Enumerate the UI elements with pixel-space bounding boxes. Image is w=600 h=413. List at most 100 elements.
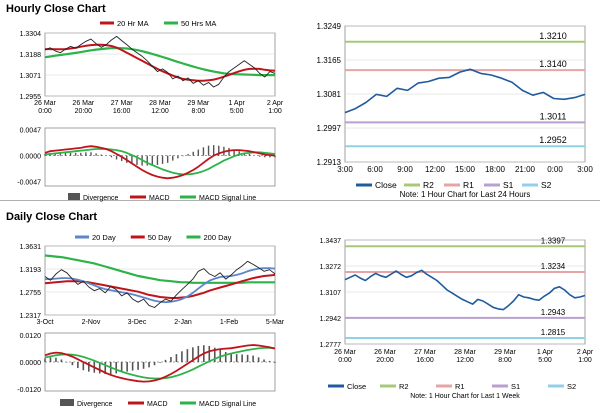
hourly-pivot-close-line [344, 68, 586, 114]
hourly-price-legend-label: 50 Hrs MA [181, 19, 216, 28]
hourly-macd-legend-swatch [68, 193, 80, 200]
hourly-price-x-tick: 1 Apr [228, 100, 245, 107]
hourly-macd-chart: 0.0047 0.0000 -0.0047 Divergence MACD MACD Si… [17, 127, 276, 202]
hourly-pivot-x-tick: 9:00 [397, 165, 413, 174]
hourly-price-x-tick: 2 Apr [267, 100, 284, 107]
daily-section-title: Daily Close Chart [6, 211, 98, 223]
daily-pivot-legend-label: R1 [455, 382, 465, 391]
daily-macd-y-tick: -0.0120 [17, 387, 41, 394]
hourly-pivot-y-tick: 1.3081 [317, 90, 342, 99]
daily-pivot-x-tick: 28 Mar [454, 349, 476, 356]
daily-price-x-tick: 5-Mar [266, 319, 285, 326]
hourly-price-y-tick: 1.3304 [20, 31, 42, 38]
hourly-pivot-y-tick: 1.2997 [317, 124, 342, 133]
hourly-pivot-r2-level-label: 1.3210 [539, 31, 567, 41]
daily-pivot-legend-label: S1 [511, 382, 520, 391]
daily-price-y-tick: 1.3631 [20, 244, 42, 251]
hourly-macd-y-tick: -0.0047 [17, 180, 41, 187]
daily-price-x-tick: 3-Dec [128, 319, 147, 326]
daily-pivot-y-tick: 1.2942 [320, 316, 342, 323]
hourly-pivot-note: Note: 1 Hour Chart for Last 24 Hours [400, 190, 531, 199]
hourly-pivot-x-tick: 21:00 [515, 165, 536, 174]
hourly-price-x-tick: 28 Mar [149, 100, 171, 107]
daily-pivot-s1-level-label: 1.2943 [541, 308, 566, 317]
hourly-price-x-tick: 12:00 [151, 108, 169, 115]
daily-pivot-close-line [344, 269, 586, 311]
section-divider [0, 200, 600, 201]
daily-pivot-x-tick: 27 Mar [414, 349, 436, 356]
hourly-price-y-tick: 1.3188 [20, 52, 42, 59]
daily-macd-y-tick: 0.0120 [20, 333, 42, 340]
hourly-macd-y-tick: 0.0000 [20, 154, 42, 161]
hourly-macd-y-tick: 0.0047 [20, 128, 42, 135]
daily-price-x-tick: 3-Oct [36, 319, 53, 326]
daily-pivot-x-tick: 29 Mar [494, 349, 516, 356]
hourly-macd-legend-label: MACD [149, 195, 170, 202]
hourly-price-x-tick: 5:00 [230, 108, 244, 115]
hourly-pivot-legend-label: S2 [541, 180, 552, 190]
hourly-pivot-y-tick: 1.3165 [317, 56, 342, 65]
daily-pivot-r1-level-label: 1.3234 [541, 262, 566, 271]
hourly-price-x-tick: 1:00 [268, 108, 282, 115]
hourly-price-legend-label: 20 Hr MA [117, 19, 149, 28]
hourly-pivot-legend-label: S1 [503, 180, 514, 190]
daily-macd-chart: 0.0120 0.0000 -0.0120 Divergence MACD MACD Si… [17, 332, 276, 408]
hourly-price-x-tick: 8:00 [192, 108, 206, 115]
daily-pivot-legend-label: S2 [567, 382, 576, 391]
daily-macd-y-tick: 0.0000 [20, 360, 42, 367]
hourly-macd-signal-line [44, 148, 276, 176]
daily-pivot-y-tick: 1.3437 [320, 238, 342, 245]
daily-pivot-r2-level-label: 1.3397 [541, 236, 566, 245]
hourly-pivot-x-tick: 6:00 [367, 165, 383, 174]
hourly-price-x-tick: 26 Mar [72, 100, 94, 107]
daily-price-legend-label: 200 Day [204, 233, 232, 242]
daily-pivot-y-tick: 1.2777 [320, 342, 342, 349]
daily-pivot-legend-label: R2 [399, 382, 409, 391]
hourly-pivot-y-tick: 1.3249 [317, 22, 342, 31]
hourly-pivot-s2-level-label: 1.2952 [539, 135, 567, 145]
hourly-pivot-legend-label: Close [375, 180, 397, 190]
hourly-macd-legend-label: MACD Signal Line [199, 195, 256, 202]
daily-pivot-x-tick: 1:00 [578, 357, 592, 364]
daily-pivot-x-tick: 5:00 [538, 357, 552, 364]
daily-macd-legend-label: MACD Signal Line [199, 401, 256, 408]
daily-price-legend-label: 50 Day [148, 233, 172, 242]
daily-pivot-x-tick: 2 Apr [577, 349, 594, 356]
hourly-pivot-x-tick: 3:00 [577, 165, 593, 174]
hourly-price-x-tick: 16:00 [113, 108, 131, 115]
daily-price-y-tick: 1.3193 [20, 267, 42, 274]
daily-pivot-legend-label: Close [347, 382, 366, 391]
hourly-pivot-x-tick: 18:00 [485, 165, 506, 174]
daily-pivot-s2-level-label: 1.2815 [541, 328, 566, 337]
hourly-section-title: Hourly Close Chart [6, 3, 106, 15]
daily-price-x-tick: 2-Jan [174, 319, 192, 326]
hourly-price-y-tick: 1.2955 [20, 94, 42, 101]
daily-pivot-note: Note: 1 Hour Chart for Last 1 Week [410, 393, 520, 400]
daily-pivot-x-tick: 12:00 [456, 357, 474, 364]
daily-price-x-tick: 2-Nov [82, 319, 101, 326]
daily-price-x-tick: 1-Feb [220, 319, 238, 326]
hourly-pivot-x-tick: 0:00 [547, 165, 563, 174]
daily-pivot-y-tick: 1.3107 [320, 290, 342, 297]
hourly-50hr-ma-line [44, 46, 275, 77]
hourly-pivot-legend-label: R1 [463, 180, 474, 190]
hourly-pivot-x-tick: 15:00 [455, 165, 476, 174]
hourly-price-x-tick: 0:00 [38, 108, 52, 115]
hourly-pivot-s1-level-label: 1.3011 [540, 111, 567, 121]
daily-pivot-x-tick: 0:00 [338, 357, 352, 364]
daily-price-y-tick: 1.2755 [20, 290, 42, 297]
hourly-pivot-legend-label: R2 [423, 180, 434, 190]
hourly-price-x-tick: 29 Mar [187, 100, 209, 107]
daily-pivot-x-tick: 26 Mar [334, 349, 356, 356]
daily-macd-legend-swatch [60, 399, 74, 406]
daily-price-y-tick: 1.2317 [20, 313, 42, 320]
daily-pivot-x-tick: 20:00 [376, 357, 394, 364]
hourly-price-line [44, 35, 276, 88]
hourly-pivot-x-tick: 3:00 [337, 165, 353, 174]
daily-pivot-x-tick: 26 Mar [374, 349, 396, 356]
hourly-price-y-tick: 1.3071 [20, 73, 42, 80]
daily-pivot-x-tick: 8:00 [498, 357, 512, 364]
